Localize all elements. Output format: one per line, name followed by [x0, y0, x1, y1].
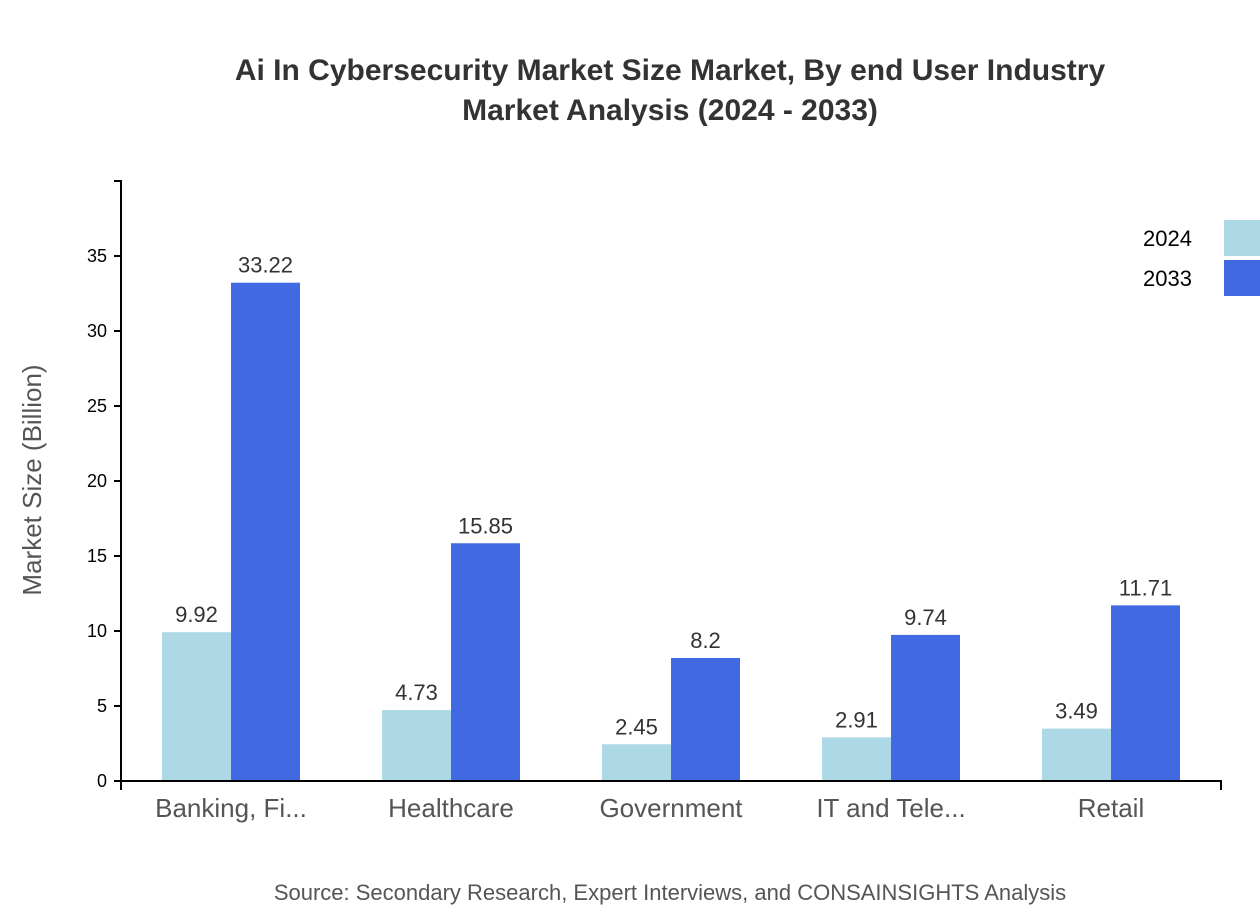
- y-tick-label: 20: [87, 471, 107, 491]
- data-label: 9.92: [175, 602, 218, 627]
- y-tick-label: 35: [87, 246, 107, 266]
- x-tick-label: Retail: [1078, 793, 1144, 823]
- data-label: 9.74: [904, 605, 947, 630]
- y-axis-label: Market Size (Billion): [17, 364, 47, 595]
- bar-2033-0: [231, 282, 300, 781]
- data-label: 3.49: [1055, 699, 1098, 724]
- legend-swatch-2024: [1224, 220, 1260, 256]
- y-tick-label: 0: [97, 771, 107, 791]
- bar-2024-0: [162, 632, 231, 781]
- legend-label-2033: 2033: [1143, 266, 1192, 291]
- bar-2033-4: [1111, 605, 1180, 781]
- y-tick-label: 5: [97, 696, 107, 716]
- legend-swatch-2033: [1224, 260, 1260, 296]
- source-note: Source: Secondary Research, Expert Inter…: [274, 880, 1066, 905]
- bar-2024-3: [822, 737, 891, 781]
- chart-title-line-1: Ai In Cybersecurity Market Size Market, …: [235, 54, 1106, 87]
- bar-2024-2: [602, 744, 671, 781]
- bar-2024-1: [382, 710, 451, 781]
- x-tick-label: IT and Tele...: [816, 793, 965, 823]
- data-label: 11.71: [1119, 575, 1172, 600]
- data-label: 2.91: [835, 707, 878, 732]
- data-label: 33.22: [238, 253, 293, 278]
- y-tick-label: 25: [87, 396, 107, 416]
- x-tick-label: Banking, Fi...: [155, 793, 307, 823]
- bar-2033-2: [671, 658, 740, 781]
- y-tick-label: 10: [87, 621, 107, 641]
- data-label: 15.85: [458, 513, 513, 538]
- data-label: 4.73: [395, 680, 438, 705]
- bar-2024-4: [1042, 728, 1111, 781]
- y-tick-label: 15: [87, 546, 107, 566]
- y-tick-label: 30: [87, 321, 107, 341]
- data-label: 2.45: [615, 714, 658, 739]
- bar-2033-3: [891, 634, 960, 781]
- legend-label-2024: 2024: [1143, 226, 1192, 251]
- bar-2033-1: [451, 543, 520, 781]
- x-tick-label: Healthcare: [388, 793, 514, 823]
- data-label: 8.2: [690, 628, 721, 653]
- chart-title-line-2: Market Analysis (2024 - 2033): [462, 94, 878, 127]
- x-tick-label: Government: [599, 793, 743, 823]
- x-axis: [120, 780, 1222, 790]
